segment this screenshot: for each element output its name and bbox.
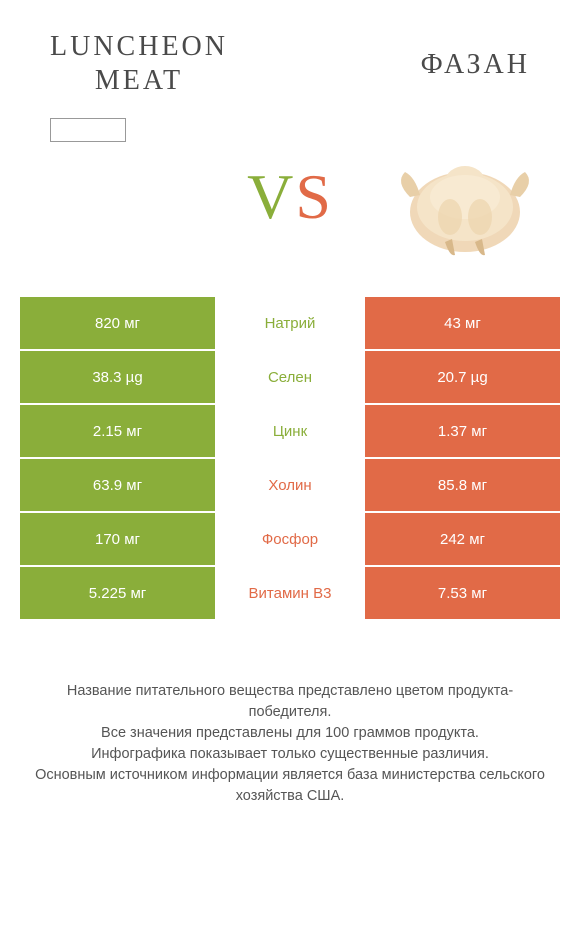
- value-right: 1.37 мг: [365, 405, 560, 457]
- title-right: ФАЗАН: [421, 48, 530, 97]
- vs-row: VS: [0, 117, 580, 277]
- nutrient-row: 5.225 мгВитамин B37.53 мг: [20, 567, 560, 621]
- value-right: 20.7 µg: [365, 351, 560, 403]
- vs-label: VS: [247, 160, 333, 234]
- footer-line: Все значения представлены для 100 граммо…: [30, 723, 550, 744]
- footer-line: Основным источником информации является …: [30, 765, 550, 807]
- nutrient-table: 820 мгНатрий43 мг38.3 µgСелен20.7 µg2.15…: [20, 297, 560, 621]
- nutrient-row: 63.9 мгХолин85.8 мг: [20, 459, 560, 513]
- value-left: 63.9 мг: [20, 459, 215, 511]
- title-left: LUNCHEONMEAT: [50, 30, 228, 97]
- value-left: 820 мг: [20, 297, 215, 349]
- nutrient-row: 170 мгФосфор242 мг: [20, 513, 560, 567]
- value-left: 5.225 мг: [20, 567, 215, 619]
- footer-line: Название питательного вещества представл…: [30, 681, 550, 723]
- nutrient-label: Натрий: [215, 297, 365, 349]
- nutrient-label: Селен: [215, 351, 365, 403]
- value-right: 85.8 мг: [365, 459, 560, 511]
- nutrient-label: Цинк: [215, 405, 365, 457]
- value-left: 2.15 мг: [20, 405, 215, 457]
- value-right: 7.53 мг: [365, 567, 560, 619]
- value-right: 242 мг: [365, 513, 560, 565]
- value-left: 170 мг: [20, 513, 215, 565]
- header: LUNCHEONMEAT ФАЗАН: [0, 0, 580, 107]
- nutrient-label: Холин: [215, 459, 365, 511]
- nutrient-row: 2.15 мгЦинк1.37 мг: [20, 405, 560, 459]
- footer-notes: Название питательного вещества представл…: [0, 681, 580, 807]
- pheasant-image: [380, 127, 550, 267]
- footer-line: Инфографика показывает только существенн…: [30, 744, 550, 765]
- value-right: 43 мг: [365, 297, 560, 349]
- nutrient-label: Витамин B3: [215, 567, 365, 619]
- nutrient-row: 820 мгНатрий43 мг: [20, 297, 560, 351]
- value-left: 38.3 µg: [20, 351, 215, 403]
- nutrient-label: Фосфор: [215, 513, 365, 565]
- nutrient-row: 38.3 µgСелен20.7 µg: [20, 351, 560, 405]
